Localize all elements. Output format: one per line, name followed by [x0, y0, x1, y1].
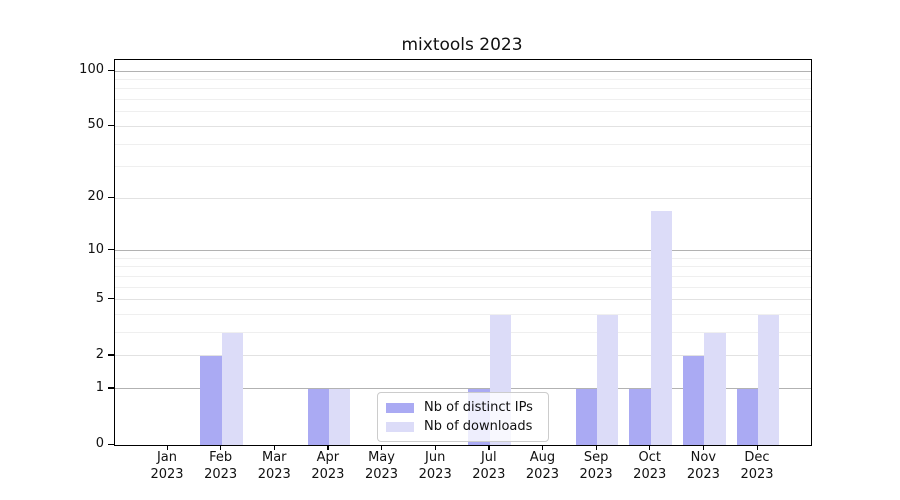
legend-label-distinct-ips: Nb of distinct IPs — [424, 400, 533, 415]
gridline-2 — [115, 355, 811, 357]
y-tick-mark — [108, 69, 114, 71]
bar-nb-of-downloads-apr — [328, 388, 351, 445]
y-tick-label: 20 — [87, 189, 104, 205]
gridline-1 — [115, 388, 811, 390]
y-tick-label: 100 — [79, 62, 104, 77]
x-tick-mark — [595, 445, 597, 450]
y-tick-mark — [108, 298, 114, 300]
bar-nb-of-distinct-ips-dec — [736, 388, 758, 445]
gridline-30 — [115, 166, 811, 168]
legend-swatch-downloads — [386, 421, 414, 432]
gridline-90 — [115, 78, 811, 80]
gridline-7 — [115, 275, 811, 277]
x-tick-mark — [273, 445, 275, 450]
bar-nb-of-distinct-ips-oct — [629, 388, 651, 445]
gridline-40 — [115, 143, 811, 145]
x-tick-label: Jun 2023 — [418, 450, 452, 482]
x-tick-label: Sep 2023 — [579, 450, 613, 482]
gridline-100 — [115, 70, 811, 72]
plot-area: Nb of distinct IPs Nb of downloads — [114, 59, 812, 446]
bar-nb-of-distinct-ips-feb — [200, 355, 222, 445]
y-tick-label: 5 — [95, 290, 104, 306]
gridline-5 — [115, 299, 811, 301]
gridline-3 — [115, 332, 811, 334]
x-tick-mark — [488, 445, 490, 450]
gridline-60 — [115, 111, 811, 113]
y-tick-label: 2 — [95, 346, 104, 362]
y-tick-label: 50 — [87, 117, 104, 133]
x-tick-label: May 2023 — [364, 450, 399, 482]
x-tick-label: Oct 2023 — [633, 450, 667, 482]
y-tick-label: 10 — [87, 241, 104, 257]
gridline-80 — [115, 88, 811, 90]
gridline-9 — [115, 257, 811, 259]
bar-nb-of-downloads-nov — [704, 332, 726, 445]
bar-nb-of-distinct-ips-sep — [575, 388, 598, 445]
x-tick-label: Feb 2023 — [204, 450, 238, 482]
legend-swatch-distinct-ips — [386, 402, 414, 413]
bar-nb-of-downloads-oct — [650, 210, 673, 445]
y-tick-label: 1 — [95, 379, 104, 395]
legend-label-downloads: Nb of downloads — [424, 419, 533, 434]
bar-nb-of-distinct-ips-nov — [682, 355, 705, 445]
bar-nb-of-distinct-ips-apr — [307, 388, 329, 445]
gridline-50 — [115, 125, 811, 127]
x-tick-label: Apr 2023 — [311, 450, 345, 482]
x-tick-mark — [381, 445, 383, 450]
gridline-8 — [115, 266, 811, 268]
y-tick-label: 0 — [95, 436, 104, 451]
x-tick-mark — [756, 445, 758, 450]
gridline-6 — [115, 286, 811, 288]
x-tick-mark — [649, 445, 651, 450]
x-tick-mark — [327, 445, 329, 450]
x-tick-label: Nov 2023 — [686, 450, 720, 482]
gridline-70 — [115, 99, 811, 101]
y-tick-mark — [108, 124, 114, 127]
gridline-20 — [115, 197, 811, 199]
x-tick-label: Aug 2023 — [525, 450, 559, 482]
legend-item-distinct-ips: Nb of distinct IPs — [386, 398, 540, 417]
x-tick-mark — [220, 445, 222, 450]
legend-item-downloads: Nb of downloads — [386, 417, 540, 436]
y-tick-mark — [108, 443, 114, 445]
x-tick-label: Mar 2023 — [257, 450, 291, 482]
bar-nb-of-downloads-feb — [221, 332, 244, 445]
bar-nb-of-downloads-sep — [597, 314, 619, 445]
y-tick-mark — [108, 387, 114, 389]
x-tick-mark — [541, 445, 544, 450]
chart-title: mixtools 2023 — [401, 35, 523, 55]
x-tick-mark — [434, 445, 436, 450]
y-tick-mark — [108, 196, 114, 198]
x-tick-label: Dec 2023 — [740, 450, 774, 482]
y-tick-mark — [108, 354, 114, 356]
y-tick-mark — [108, 249, 114, 251]
gridline-10 — [115, 250, 811, 252]
gridline-4 — [115, 314, 811, 316]
x-tick-mark — [702, 445, 705, 450]
bar-nb-of-downloads-dec — [758, 314, 780, 445]
x-tick-label: Jul 2023 — [472, 450, 506, 482]
x-tick-mark — [166, 445, 168, 450]
legend: Nb of distinct IPs Nb of downloads — [377, 392, 549, 442]
x-tick-label: Jan 2023 — [150, 450, 184, 482]
